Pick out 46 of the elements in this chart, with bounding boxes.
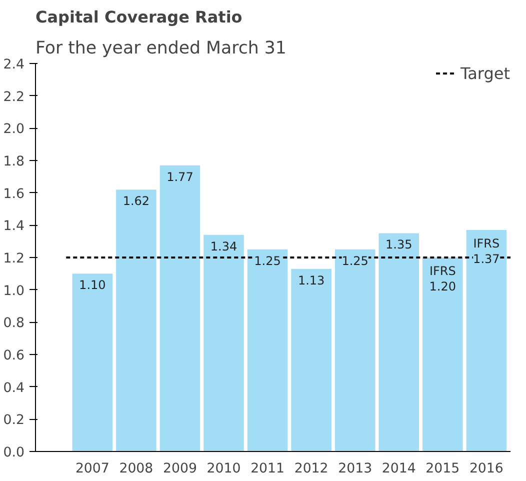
x-tick-label: 2007 (75, 462, 110, 476)
bar (466, 230, 507, 452)
y-tick-label: 0.2 (3, 413, 25, 428)
bar (334, 249, 376, 452)
chart-title: Capital Coverage Ratio (36, 8, 242, 26)
data-label: 1.13 (298, 273, 325, 288)
chart-subtitle: For the year ended March 31 (36, 38, 286, 58)
y-tick-label: 2.4 (3, 58, 25, 72)
x-tick-label: 2014 (382, 462, 416, 476)
y-tick-label: 0.4 (3, 380, 25, 396)
data-label: 1.77 (166, 170, 194, 184)
y-tick-label: 0.8 (3, 316, 25, 332)
data-label: 1.10 (79, 278, 106, 292)
x-tick-label: 2012 (294, 462, 328, 476)
x-tick-label: 2011 (250, 462, 284, 476)
y-tick-label: 1.2 (3, 252, 25, 266)
y-tick-label: 1.4 (3, 219, 25, 234)
bar (116, 190, 156, 452)
data-label: 1.25 (254, 254, 281, 268)
bar (378, 233, 419, 452)
data-label: 1.25 (342, 254, 368, 268)
data-label: 1.35 (386, 238, 412, 252)
legend-label: Target (460, 64, 510, 82)
data-label: 1.62 (122, 194, 150, 208)
x-tick-label: 2010 (206, 462, 241, 476)
data-label: IFRS 1.37 (473, 236, 500, 266)
bar (72, 274, 113, 452)
data-label: IFRS 1.20 (429, 264, 456, 294)
y-tick-label: 2.0 (3, 122, 25, 138)
x-tick-label: 2015 (426, 462, 460, 476)
bar (422, 258, 463, 452)
bar (247, 249, 288, 452)
y-tick-label: 1.6 (3, 186, 25, 202)
y-tick-label: 0.0 (3, 446, 25, 460)
bar (204, 234, 244, 452)
x-tick-label: 2016 (469, 462, 504, 476)
data-label: 1.34 (210, 239, 238, 254)
y-tick-label: 0.6 (3, 348, 25, 364)
bar (291, 268, 332, 452)
y-tick-label: 2.2 (3, 90, 25, 105)
bar (160, 165, 200, 452)
y-tick-label: 1.8 (3, 154, 25, 170)
x-tick-label: 2013 (338, 462, 372, 476)
x-tick-label: 2009 (163, 462, 197, 476)
y-tick-label: 1.0 (3, 284, 25, 299)
x-tick-label: 2008 (119, 462, 154, 476)
